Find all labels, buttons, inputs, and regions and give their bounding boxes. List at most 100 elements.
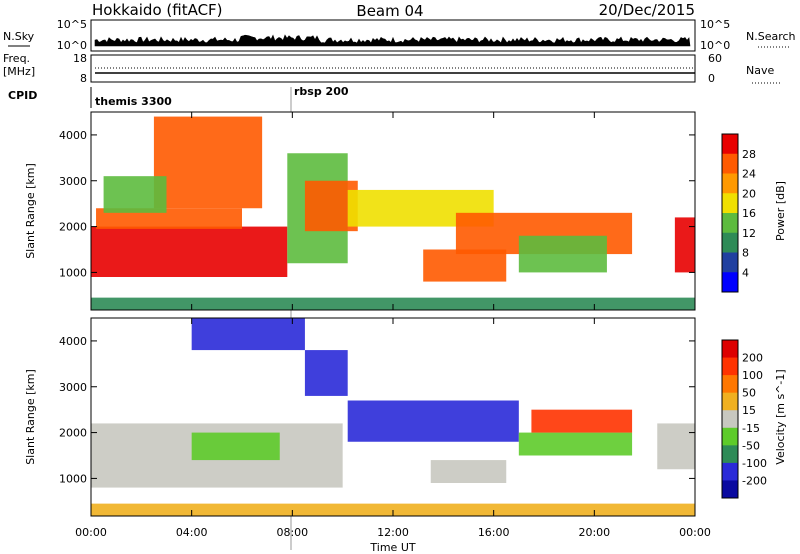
velocity-ytick-label: 2000 — [59, 427, 87, 440]
velocity-colorbar-swatch — [722, 462, 738, 481]
power-region-9 — [518, 235, 607, 273]
velocity-y-axis: 1000 2000 3000 4000 — [59, 335, 695, 485]
power-y-axis: 1000 2000 3000 4000 — [59, 129, 695, 279]
power-colorbar-tick: 16 — [742, 207, 756, 220]
power-ytick-label: 1000 — [59, 266, 87, 279]
x-tick-label: 20:00 — [578, 526, 610, 539]
velocity-colorbar-frame — [721, 339, 739, 499]
nsky-tick-bottom: 10^0 — [57, 39, 87, 52]
power-colorbar-tick: 8 — [742, 247, 749, 260]
power-colorbar-swatch — [722, 134, 738, 155]
velocity-colorbar-tick: 100 — [742, 369, 763, 382]
velocity-region-8 — [657, 423, 695, 470]
velocity-colorbar-swatch — [722, 340, 738, 359]
velocity-colorbar-tick: 200 — [742, 352, 763, 365]
velocity-ytick-label: 3000 — [59, 381, 87, 394]
x-tick-label: 04:00 — [176, 526, 208, 539]
nave-label: Nave — [746, 64, 774, 77]
power-panel: 1000 2000 3000 4000 Slant Range [km] 4 8 12 16… — [24, 111, 787, 311]
velocity-colorbar-label: Velocity [m s^-1] — [774, 369, 787, 464]
power-region-11 — [91, 297, 695, 310]
nsky-panel-frame — [90, 19, 696, 52]
x-axis-label: Time UT — [369, 541, 415, 554]
x-tick-label: 16:00 — [478, 526, 510, 539]
x-tick-label: 00:00 — [75, 526, 107, 539]
nsearch-label: N.Search — [746, 30, 796, 43]
power-colorbar-tick: 20 — [742, 187, 756, 200]
power-colorbar: 4 8 12 16 20 24 28 — [721, 133, 756, 293]
velocity-colorbar-tick: -50 — [742, 439, 760, 452]
velocity-y-label: Slant Range [km] — [24, 369, 37, 465]
velocity-region-2 — [191, 318, 305, 351]
x-tick-label: 00:00 — [679, 526, 711, 539]
power-y-label: Slant Range [km] — [24, 163, 37, 259]
nsky-trace — [94, 34, 691, 47]
power-colorbar-swatch — [722, 272, 738, 293]
velocity-colorbar-tick: 15 — [742, 404, 756, 417]
power-region-10 — [674, 217, 695, 273]
x-tick-label: 12:00 — [377, 526, 409, 539]
velocity-colorbar-tick: -15 — [742, 422, 760, 435]
freq-tick-bottom: 8 — [80, 72, 87, 85]
power-region-1 — [96, 208, 243, 229]
nsky-tick-top: 10^5 — [57, 18, 87, 31]
velocity-colorbar: 200 100 50 15 -15 -50 -100 -200 — [721, 339, 767, 499]
power-colorbar-swatch — [722, 232, 738, 253]
time-x-axis: 00:00 04:00 08:00 12:00 16:00 20:00 00:00 — [75, 112, 711, 539]
nave-tick-bottom: 0 — [708, 72, 715, 85]
velocity-colorbar-swatch — [722, 392, 738, 411]
power-region-8 — [423, 249, 507, 282]
power-region-3 — [103, 176, 167, 213]
power-colorbar-swatch — [722, 213, 738, 234]
nsearch-tick-top: 10^5 — [700, 18, 730, 31]
velocity-region-6 — [531, 409, 633, 433]
freq-panel-frame — [90, 54, 696, 83]
velocity-colorbar-swatch — [722, 357, 738, 376]
velocity-colorbar-tick: -200 — [742, 474, 767, 487]
velocity-colorbar-swatch — [722, 410, 738, 429]
power-colorbar-swatch — [722, 193, 738, 214]
velocity-ytick-label: 4000 — [59, 335, 87, 348]
nsearch-tick-bottom: 10^0 — [700, 39, 730, 52]
velocity-region-9 — [91, 503, 695, 516]
freq-tick-top: 18 — [73, 52, 87, 65]
velocity-colorbar-swatch — [722, 480, 738, 499]
power-colorbar-tick: 12 — [742, 227, 756, 240]
freq-label: Freq. — [3, 52, 30, 65]
velocity-colorbar-tick: 50 — [742, 387, 756, 400]
x-tick-label: 08:00 — [276, 526, 308, 539]
nsky-label: N.Sky — [3, 30, 35, 43]
power-colorbar-frame — [721, 133, 739, 293]
power-ytick-label: 2000 — [59, 221, 87, 234]
power-colorbar-tick: 4 — [742, 266, 749, 279]
power-colorbar-tick: 24 — [742, 168, 756, 181]
velocity-colorbar-swatch — [722, 427, 738, 446]
freq-unit: [MHz] — [3, 65, 35, 78]
velocity-ytick-label: 1000 — [59, 472, 87, 485]
velocity-colorbar-swatch — [722, 445, 738, 464]
power-colorbar-swatch — [722, 153, 738, 174]
velocity-region-7 — [430, 460, 507, 483]
power-data — [91, 116, 695, 310]
velocity-region-3 — [304, 350, 348, 396]
power-region-2 — [153, 116, 263, 209]
power-colorbar-swatch — [722, 252, 738, 273]
station-title: Hokkaido (fitACF) — [92, 1, 223, 19]
power-ytick-label: 4000 — [59, 129, 87, 142]
velocity-panel: 1000 2000 3000 4000 Slant Range [km] 200 100… — [24, 317, 787, 517]
velocity-colorbar-tick: -100 — [742, 457, 767, 470]
cpid-label: CPID — [8, 89, 37, 102]
velocity-region-5 — [518, 432, 633, 456]
date-title: 20/Dec/2015 — [599, 1, 695, 19]
velocity-region-1 — [191, 432, 280, 461]
power-ytick-label: 3000 — [59, 175, 87, 188]
cpid-segment-1: themis 3300 — [95, 95, 172, 108]
power-colorbar-swatch — [722, 173, 738, 194]
velocity-data — [91, 318, 695, 516]
power-region-0 — [91, 226, 288, 277]
nave-tick-top: 60 — [708, 52, 722, 65]
velocity-region-4 — [347, 400, 519, 442]
beam-title: Beam 04 — [356, 2, 423, 20]
velocity-colorbar-swatch — [722, 375, 738, 394]
